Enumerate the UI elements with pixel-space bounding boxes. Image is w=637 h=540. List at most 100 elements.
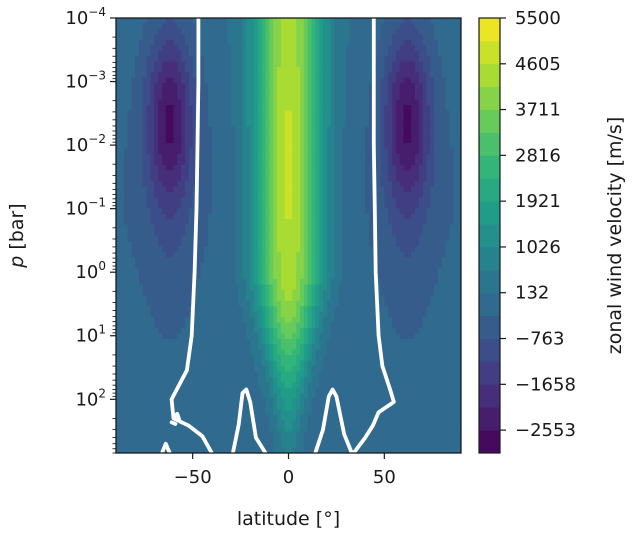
contour-cell [204,83,209,90]
contour-cell [300,23,305,30]
contour-cell [265,88,270,95]
contour-cell [392,66,397,73]
contour-cell [177,159,182,166]
contour-cell [277,66,282,73]
contour-cell [154,170,159,177]
contour-cell [399,208,405,215]
contour-cell [438,219,443,226]
contour-cell [369,273,374,280]
contour-cell [395,39,401,46]
contour-cell [123,175,129,182]
contour-cell [257,186,263,193]
contour-cell [445,208,451,215]
contour-cell [323,28,328,35]
contour-cell [403,39,408,46]
contour-cell [438,181,443,188]
contour-cell [188,235,194,242]
contour-cell [154,137,159,144]
contour-cell [284,83,290,90]
contour-cell [162,105,167,112]
contour-cell [445,295,451,302]
contour-cell [173,115,178,122]
contour-cell [303,289,309,296]
contour-cell [361,268,366,275]
contour-cell [434,289,439,296]
contour-cell [158,56,163,63]
contour-cell [342,143,347,150]
contour-cell [430,45,435,52]
contour-cell [311,110,316,117]
contour-cell [165,230,171,237]
contour-cell [457,50,461,57]
contour-cell [192,83,198,90]
contour-cell [303,153,309,160]
contour-cell [369,202,374,209]
contour-cell [215,262,221,269]
contour-cell [415,268,420,275]
contour-cell [326,110,332,117]
contour-cell [208,257,213,264]
contour-cell [127,289,132,296]
contour-cell [265,230,270,237]
contour-cell [200,61,205,68]
contour-cell [426,83,431,90]
contour-cell [116,240,121,247]
contour-cell [357,126,362,133]
contour-cell [334,132,339,139]
contour-cell [330,289,336,296]
contour-cell [457,45,461,52]
contour-cell [384,251,389,258]
contour-cell [261,99,267,106]
contour-cell [430,230,435,237]
contour-cell [223,317,228,324]
contour-cell [365,224,370,231]
contour-cell [353,66,359,73]
contour-cell [211,170,217,177]
contour-cell [357,115,362,122]
contour-cell [185,164,190,171]
contour-cell [434,159,439,166]
contour-cell [284,105,290,112]
contour-cell [277,219,282,226]
contour-cell [238,66,244,73]
contour-cell [418,110,424,117]
contour-cell [407,143,412,150]
contour-cell [288,268,293,275]
contour-cell [392,132,397,139]
contour-cell [234,105,240,112]
contour-cell [330,208,336,215]
contour-cell [300,197,305,204]
contour-cell [162,72,167,79]
contour-cell [154,251,159,258]
contour-cell [441,105,447,112]
contour-cell [269,279,274,286]
contour-cell [434,23,439,30]
contour-cell [158,317,163,324]
contour-cell [177,164,182,171]
contour-cell [392,148,397,155]
contour-cell [411,284,416,291]
contour-cell [357,279,362,286]
contour-cell [211,213,217,220]
contour-cell [403,94,408,101]
contour-cell [242,18,247,25]
contour-cell [338,94,343,101]
contour-cell [135,170,140,177]
contour-cell [311,219,316,226]
contour-cell [315,143,320,150]
contour-cell [238,208,244,215]
contour-cell [181,213,186,220]
contour-cell [292,66,297,73]
contour-cell [399,28,405,35]
contour-cell [227,50,232,57]
contour-cell [127,268,132,275]
contour-cell [441,219,447,226]
contour-cell [319,23,324,30]
contour-cell [273,284,278,291]
contour-cell [273,175,278,182]
contour-cell [407,208,412,215]
contour-cell [303,72,309,79]
contour-cell [135,164,140,171]
contour-cell [208,279,213,286]
contour-cell [215,240,221,247]
